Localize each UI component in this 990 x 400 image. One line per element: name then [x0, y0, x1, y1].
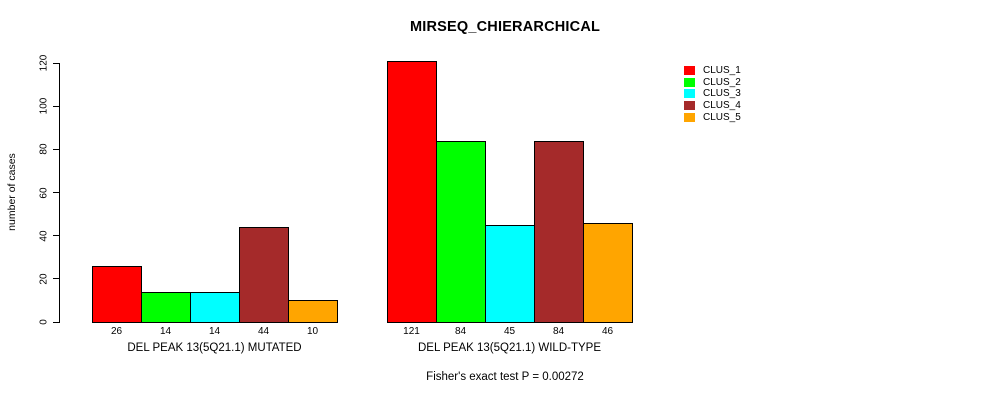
- y-axis-line: [59, 63, 60, 323]
- y-axis-tick: [53, 321, 59, 323]
- legend-item-clus_1: CLUS_1: [684, 65, 741, 77]
- legend-item-clus_2: CLUS_2: [684, 77, 741, 89]
- bar-clus_4-group1: [239, 227, 289, 323]
- bar-clus_2-group1: [141, 291, 191, 323]
- y-axis-tick: [53, 192, 59, 193]
- bar-value-label: 84: [454, 326, 467, 337]
- legend-swatch-icon: [684, 89, 695, 99]
- bar-value-label: 26: [110, 326, 123, 337]
- bar-value-label: 46: [601, 326, 614, 337]
- legend-item-clus_4: CLUS_4: [684, 100, 741, 112]
- bar-clus_2-group2: [436, 140, 486, 323]
- y-axis-tick-label: 60: [38, 186, 50, 199]
- legend-label: CLUS_4: [703, 100, 741, 112]
- x-axis-group-label: DEL PEAK 13(5Q21.1) WILD-TYPE: [417, 342, 601, 354]
- bar-value-label: 45: [503, 326, 516, 337]
- bar-clus_1-group2: [387, 60, 437, 323]
- bar-clus_5-group2: [583, 222, 633, 323]
- y-axis-tick-label: 20: [38, 273, 50, 285]
- bar-value-label: 14: [159, 326, 172, 337]
- caption-text: Fisher's exact test P = 0.00272: [426, 371, 584, 383]
- legend-item-clus_5: CLUS_5: [684, 111, 741, 123]
- bar-value-label: 10: [306, 326, 319, 337]
- legend-swatch-icon: [684, 112, 695, 122]
- y-axis-title: number of cases: [6, 153, 18, 231]
- legend-label: CLUS_1: [703, 65, 741, 77]
- chart-title: MIRSEQ_CHIERARCHICAL: [409, 19, 601, 35]
- y-axis-tick: [53, 62, 59, 64]
- y-axis-tick-label: 120: [38, 54, 50, 72]
- y-axis-tick-label: 80: [38, 143, 50, 155]
- y-axis-tick: [53, 278, 59, 280]
- legend-swatch-icon: [684, 66, 695, 76]
- y-axis-tick-label: 40: [38, 230, 50, 242]
- legend-label: CLUS_2: [703, 76, 741, 88]
- bar-clus_5-group1: [288, 300, 338, 323]
- legend-item-clus_3: CLUS_3: [684, 88, 741, 100]
- bar-clus_1-group1: [92, 265, 142, 323]
- bar-clus_3-group1: [190, 291, 240, 323]
- x-axis-group-label: DEL PEAK 13(5Q21.1) MUTATED: [127, 342, 302, 354]
- legend: CLUS_1 CLUS_2 CLUS_3 CLUS_4 CLUS_5: [684, 65, 741, 123]
- bar-value-label: 121: [403, 326, 420, 337]
- y-axis-tick-label: 0: [38, 319, 50, 325]
- y-axis-tick: [53, 148, 59, 150]
- bar-value-label: 84: [552, 326, 565, 337]
- legend-swatch-icon: [684, 77, 695, 87]
- bar-value-label: 14: [208, 326, 221, 337]
- y-axis-tick-label: 100: [38, 97, 50, 115]
- y-axis-tick: [53, 105, 59, 107]
- bar-value-label: 44: [257, 326, 270, 337]
- y-axis-tick: [53, 235, 59, 237]
- bar-clus_4-group2: [534, 140, 584, 323]
- legend-label: CLUS_3: [703, 88, 741, 100]
- legend-swatch-icon: [684, 101, 695, 111]
- legend-label: CLUS_5: [703, 111, 741, 123]
- bar-clus_3-group2: [485, 224, 535, 323]
